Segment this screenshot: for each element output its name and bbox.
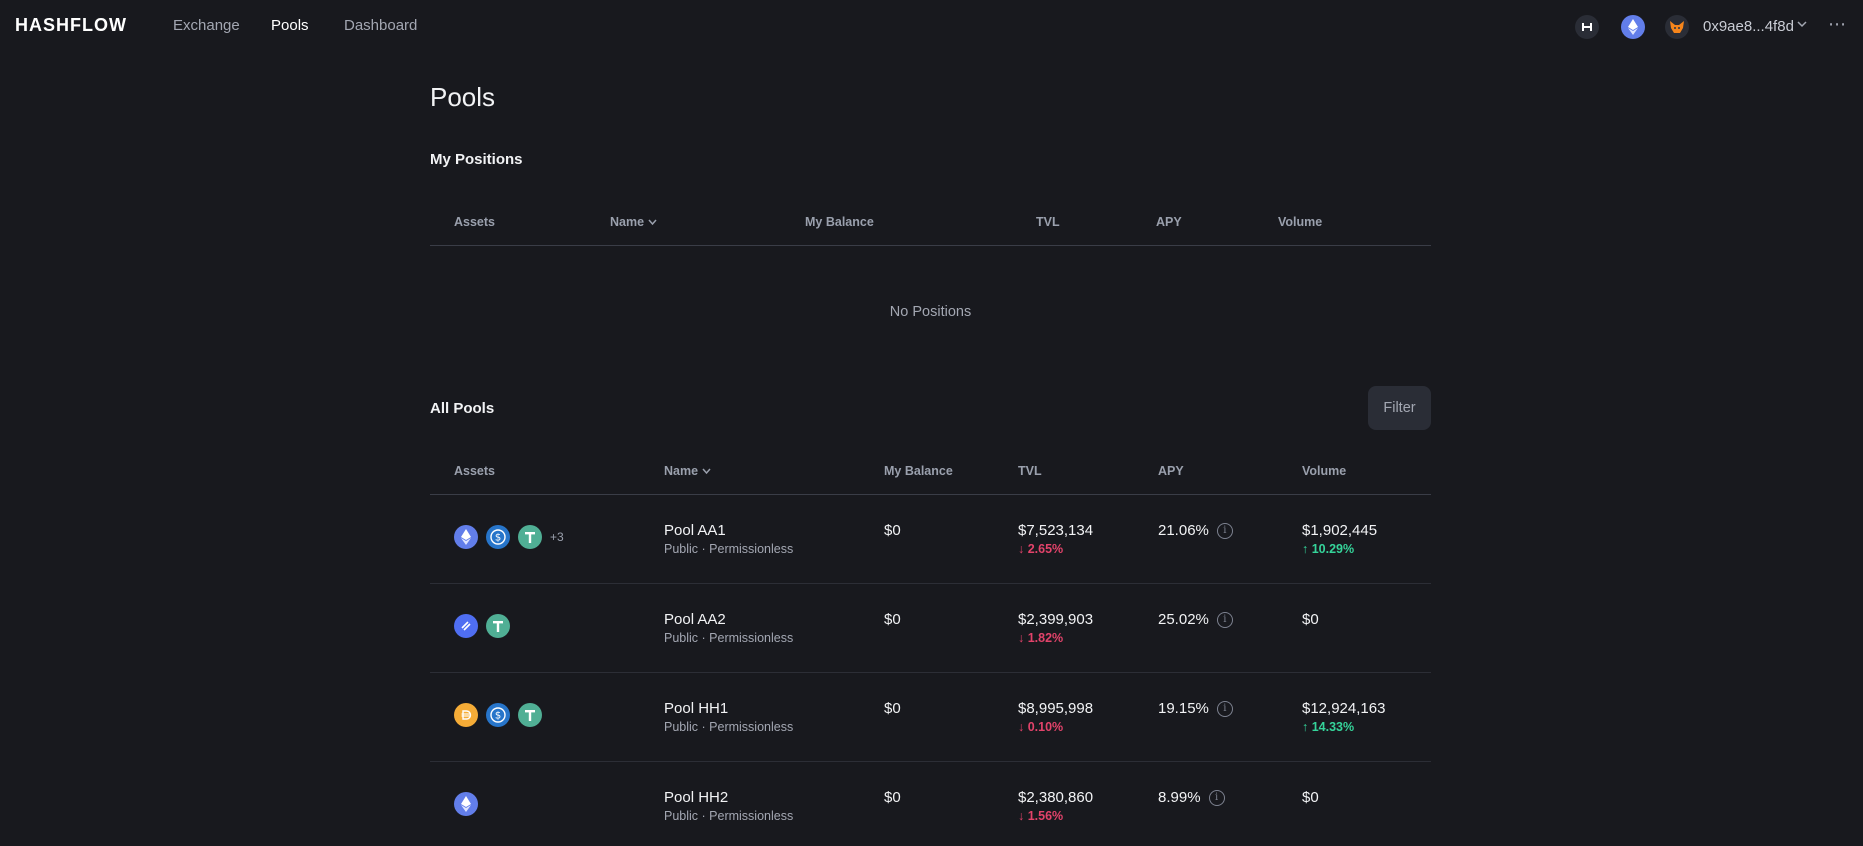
apy-value: 19.15%	[1158, 700, 1209, 717]
usdt-token-icon	[518, 703, 542, 727]
all-pools-header: Assets Name My Balance TVL APY Volume	[430, 449, 1431, 495]
pool-name: Pool HH1	[664, 700, 729, 717]
svg-text:$: $	[495, 533, 501, 544]
top-nav: HASHFLOW Exchange Pools Dashboard 0x9ae8…	[0, 0, 1863, 52]
more-menu-button[interactable]: ⋯	[1828, 14, 1847, 34]
chevron-down-icon[interactable]	[1797, 19, 1807, 29]
hashflow-token-button[interactable]	[1575, 15, 1599, 39]
col-tvl: TVL	[1036, 215, 1060, 229]
usdt-token-icon	[518, 525, 542, 549]
my-balance: $0	[884, 700, 901, 717]
apy-cell: 25.02% i	[1158, 611, 1233, 628]
info-icon[interactable]: i	[1216, 611, 1233, 628]
hashflow-logo[interactable]: HASHFLOW	[15, 15, 127, 35]
eth-token-icon	[454, 792, 478, 816]
col-name-label: Name	[610, 215, 645, 229]
network-selector[interactable]	[1621, 15, 1645, 39]
col-balance: My Balance	[805, 215, 874, 229]
dai-token-icon	[454, 703, 478, 727]
my-balance: $0	[884, 789, 901, 806]
apy-value: 8.99%	[1158, 789, 1201, 806]
metamask-fox-icon	[1670, 20, 1684, 33]
col-assets: Assets	[454, 215, 495, 229]
col-volume: Volume	[1302, 464, 1347, 478]
my-balance: $0	[884, 611, 901, 628]
tvl-change: ↓ 1.56%	[1018, 809, 1064, 823]
tvl-value: $8,995,998	[1018, 700, 1094, 717]
pool-name: Pool HH2	[664, 789, 729, 806]
info-icon[interactable]: i	[1216, 700, 1233, 717]
pool-name: Pool AA2	[664, 611, 726, 628]
usdt-token-icon	[486, 614, 510, 638]
tvl-change: ↓ 0.10%	[1018, 720, 1064, 734]
col-balance: My Balance	[884, 464, 953, 478]
svg-text:$: $	[495, 711, 501, 722]
col-name-sort[interactable]: Name	[610, 215, 657, 229]
pool-type: Public · Permissionless	[664, 720, 794, 734]
col-name-label: Name	[664, 464, 699, 478]
all-pools-title: All Pools	[430, 400, 495, 417]
volume-value: $0	[1302, 789, 1319, 806]
sort-chevron-icon	[702, 468, 711, 475]
col-assets: Assets	[454, 464, 495, 478]
tvl-value: $2,380,860	[1018, 789, 1094, 806]
hashflow-icon	[1582, 23, 1592, 31]
pool-name: Pool AA1	[664, 522, 726, 539]
hft-token-icon	[454, 614, 478, 638]
col-volume: Volume	[1278, 215, 1323, 229]
apy-cell: 19.15% i	[1158, 700, 1233, 717]
info-icon[interactable]: i	[1216, 522, 1233, 539]
volume-change: ↑ 14.33%	[1302, 720, 1355, 734]
apy-value: 21.06%	[1158, 522, 1209, 539]
nav-exchange[interactable]: Exchange	[173, 17, 240, 34]
volume-value: $12,924,163	[1302, 700, 1386, 717]
apy-cell: 8.99% i	[1158, 789, 1225, 806]
info-icon[interactable]: i	[1208, 789, 1225, 806]
page-title: Pools	[430, 82, 496, 112]
tvl-change: ↓ 1.82%	[1018, 631, 1064, 645]
pool-row-hh2[interactable]: Pool HH2 Public · Permissionless $0 $2,3…	[430, 762, 1431, 846]
usdc-token-icon: $	[486, 703, 510, 727]
pool-assets	[454, 792, 486, 816]
pool-type: Public · Permissionless	[664, 631, 794, 645]
apy-value: 25.02%	[1158, 611, 1209, 628]
tvl-value: $2,399,903	[1018, 611, 1094, 628]
wallet-address[interactable]: 0x9ae8...4f8d	[1703, 18, 1794, 35]
pool-row-aa1[interactable]: $ +3 Pool AA1 Public · Permissionless $0…	[430, 495, 1431, 584]
eth-token-icon	[454, 525, 478, 549]
pool-assets: $ +3	[454, 525, 564, 549]
pool-row-aa2[interactable]: Pool AA2 Public · Permissionless $0 $2,3…	[430, 584, 1431, 673]
tvl-change: ↓ 2.65%	[1018, 542, 1064, 556]
pool-assets: $	[454, 703, 550, 727]
pool-type: Public · Permissionless	[664, 542, 794, 556]
col-apy: APY	[1158, 464, 1184, 478]
pool-type: Public · Permissionless	[664, 809, 794, 823]
volume-change: ↑ 10.29%	[1302, 542, 1355, 556]
nav-dashboard[interactable]: Dashboard	[344, 17, 418, 34]
no-positions-text: No Positions	[889, 304, 972, 320]
volume-value: $1,902,445	[1302, 522, 1378, 539]
my-positions-header: Assets Name My Balance TVL APY Volume	[430, 200, 1431, 246]
my-balance: $0	[884, 522, 901, 539]
extra-tokens-count: +3	[550, 530, 564, 544]
pool-row-hh1[interactable]: $ Pool HH1 Public · Permissionless $0 $8…	[430, 673, 1431, 762]
tvl-value: $7,523,134	[1018, 522, 1094, 539]
volume-value: $0	[1302, 611, 1319, 628]
pool-assets	[454, 614, 518, 638]
filter-button[interactable]: Filter	[1368, 386, 1431, 430]
usdc-token-icon: $	[486, 525, 510, 549]
sort-chevron-icon	[648, 219, 657, 226]
ethereum-icon	[1628, 19, 1638, 35]
col-apy: APY	[1156, 215, 1182, 229]
nav-pools[interactable]: Pools	[271, 17, 309, 34]
col-tvl: TVL	[1018, 464, 1042, 478]
wallet-avatar[interactable]	[1665, 15, 1689, 39]
apy-cell: 21.06% i	[1158, 522, 1233, 539]
col-name-sort[interactable]: Name	[664, 464, 711, 478]
my-positions-title: My Positions	[430, 151, 523, 168]
